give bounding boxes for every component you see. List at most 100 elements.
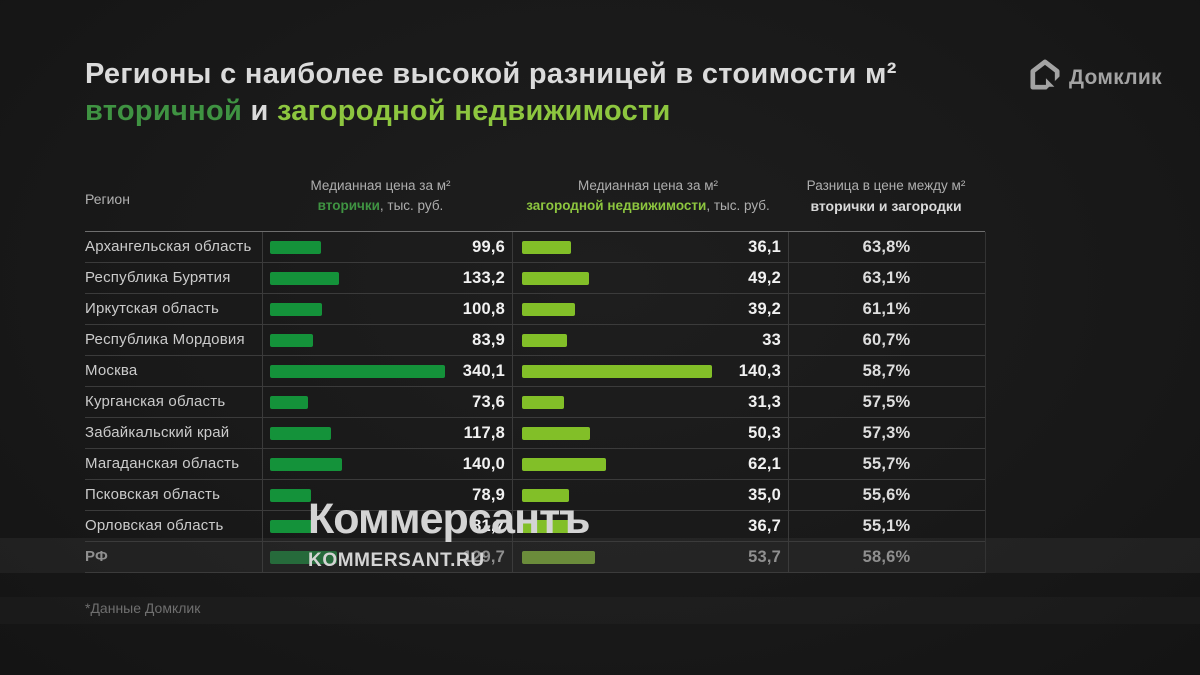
suburban-price-bar <box>522 334 567 347</box>
kommersant-wordmark: Коммерсантъ <box>308 495 590 543</box>
difference-header-line1: Разница в цене между м² <box>806 178 966 193</box>
table-right-edge <box>985 232 986 573</box>
domclick-logo-text: Домклик <box>1069 65 1162 89</box>
secondary-header-line1: Медианная цена за м² <box>310 178 451 193</box>
column-header-secondary: Медианная цена за м² вторички, тыс. руб. <box>258 176 503 216</box>
suburban-price-value: 36,7 <box>748 517 781 535</box>
suburban-price-bar <box>522 241 571 254</box>
column-divider <box>788 232 789 573</box>
column-header-difference: Разница в цене между м² вторички и загор… <box>778 176 994 216</box>
secondary-price-value: 129,7 <box>462 548 505 566</box>
suburban-price-value: 49,2 <box>748 269 781 287</box>
price-difference-value: 61,1% <box>862 300 911 318</box>
price-difference-value: 63,8% <box>862 238 911 256</box>
data-table: Архангельская область 99,6 36,1 63,8% Респуб… <box>85 231 986 573</box>
secondary-price-bar <box>270 427 331 440</box>
price-difference-value: 55,7% <box>862 455 911 473</box>
column-header-region: Регион <box>85 191 130 207</box>
price-difference-value: 60,7% <box>862 331 911 349</box>
suburban-price-value: 35,0 <box>748 486 781 504</box>
price-difference-value: 55,6% <box>862 486 911 504</box>
data-source-footnote: *Данные Домклик <box>85 600 201 616</box>
price-difference-value: 58,7% <box>862 362 911 380</box>
secondary-header-units: , тыс. руб. <box>379 198 444 213</box>
table-row: Забайкальский край 117,8 50,3 57,3% <box>85 418 985 449</box>
secondary-price-value: 340,1 <box>462 362 505 380</box>
suburban-price-bar <box>522 365 712 378</box>
secondary-price-bar <box>270 303 322 316</box>
secondary-price-value: 100,8 <box>462 300 505 318</box>
secondary-header-accent: вторички <box>317 198 380 213</box>
title-line2: вторичной и загородной недвижимости <box>85 93 897 130</box>
suburban-price-bar <box>522 520 572 533</box>
table-row: Магаданская область 140,0 62,1 55,7% <box>85 449 985 480</box>
price-difference-value: 55,1% <box>862 517 911 535</box>
suburban-price-value: 62,1 <box>748 455 781 473</box>
suburban-price-value: 140,3 <box>738 362 781 380</box>
kommersant-url: KOMMERSANT.RU <box>308 550 485 571</box>
table-row: Орловская область 81,7 36,7 55,1% <box>85 511 985 542</box>
price-difference-value: 58,6% <box>862 548 911 566</box>
region-label: Москва <box>85 362 138 379</box>
region-label: РФ <box>85 548 109 565</box>
table-row: Архангельская область 99,6 36,1 63,8% <box>85 232 985 263</box>
secondary-price-value: 78,9 <box>472 486 505 504</box>
domclick-house-icon <box>1030 59 1061 96</box>
secondary-price-bar <box>270 272 339 285</box>
region-label: Республика Бурятия <box>85 269 231 286</box>
suburban-header-units: , тыс. руб. <box>706 198 770 213</box>
title-and-word: и <box>242 95 277 127</box>
table-row: Республика Мордовия 83,9 33 60,7% <box>85 325 985 356</box>
suburban-price-bar <box>522 551 595 564</box>
table-row: Курганская область 73,6 31,3 57,5% <box>85 387 985 418</box>
secondary-price-value: 83,9 <box>472 331 505 349</box>
suburban-price-bar <box>522 489 570 502</box>
suburban-price-value: 31,3 <box>748 393 781 411</box>
region-label: Курганская область <box>85 393 226 410</box>
column-divider <box>262 232 263 573</box>
region-label: Орловская область <box>85 517 224 534</box>
watermark-band <box>0 538 1200 573</box>
region-label: Архангельская область <box>85 238 252 255</box>
secondary-price-bar <box>270 365 445 378</box>
title-secondary-word: вторичной <box>85 95 243 127</box>
region-label: Республика Мордовия <box>85 331 245 348</box>
suburban-price-bar <box>522 427 591 440</box>
table-row: Республика Бурятия 133,2 49,2 63,1% <box>85 263 985 294</box>
domclick-logo: Домклик <box>1030 59 1162 96</box>
secondary-price-bar <box>270 551 337 564</box>
secondary-price-bar <box>270 489 311 502</box>
price-difference-value: 57,3% <box>862 424 911 442</box>
suburban-header-accent: загородной недвижимости <box>526 198 707 213</box>
table-row: Иркутская область 100,8 39,2 61,1% <box>85 294 985 325</box>
region-label: Магаданская область <box>85 455 240 472</box>
secondary-price-value: 133,2 <box>462 269 505 287</box>
secondary-price-value: 99,6 <box>472 238 505 256</box>
secondary-price-value: 73,6 <box>472 393 505 411</box>
secondary-price-value: 140,0 <box>462 455 505 473</box>
suburban-price-value: 39,2 <box>748 300 781 318</box>
secondary-price-value: 117,8 <box>463 424 505 442</box>
suburban-price-value: 36,1 <box>748 238 781 256</box>
title-line1: Регионы с наиболее высокой разницей в ст… <box>85 58 897 90</box>
title-suburban-word: загородной недвижимости <box>276 95 671 127</box>
price-difference-value: 57,5% <box>862 393 911 411</box>
secondary-price-value: 81,7 <box>472 517 505 535</box>
secondary-price-bar <box>270 520 312 533</box>
column-divider <box>512 232 513 573</box>
secondary-header-line2: вторички, тыс. руб. <box>258 196 503 216</box>
secondary-price-bar <box>270 396 308 409</box>
secondary-price-bar <box>270 334 314 347</box>
region-label: Псковская область <box>85 486 221 503</box>
table-row: Москва 340,1 140,3 58,7% <box>85 356 985 387</box>
table-row: Псковская область 78,9 35,0 55,6% <box>85 480 985 511</box>
column-header-suburban: Медианная цена за м² загородной недвижим… <box>500 176 796 216</box>
suburban-header-line1: Медианная цена за м² <box>577 178 719 193</box>
suburban-price-value: 53,7 <box>748 548 781 566</box>
suburban-price-bar <box>522 396 565 409</box>
suburban-price-value: 33 <box>762 331 781 349</box>
region-label: Иркутская область <box>85 300 220 317</box>
suburban-price-bar <box>522 303 576 316</box>
page-title: Регионы с наиболее высокой разницей в ст… <box>85 56 897 130</box>
suburban-header-line2: загородной недвижимости, тыс. руб. <box>500 196 796 216</box>
